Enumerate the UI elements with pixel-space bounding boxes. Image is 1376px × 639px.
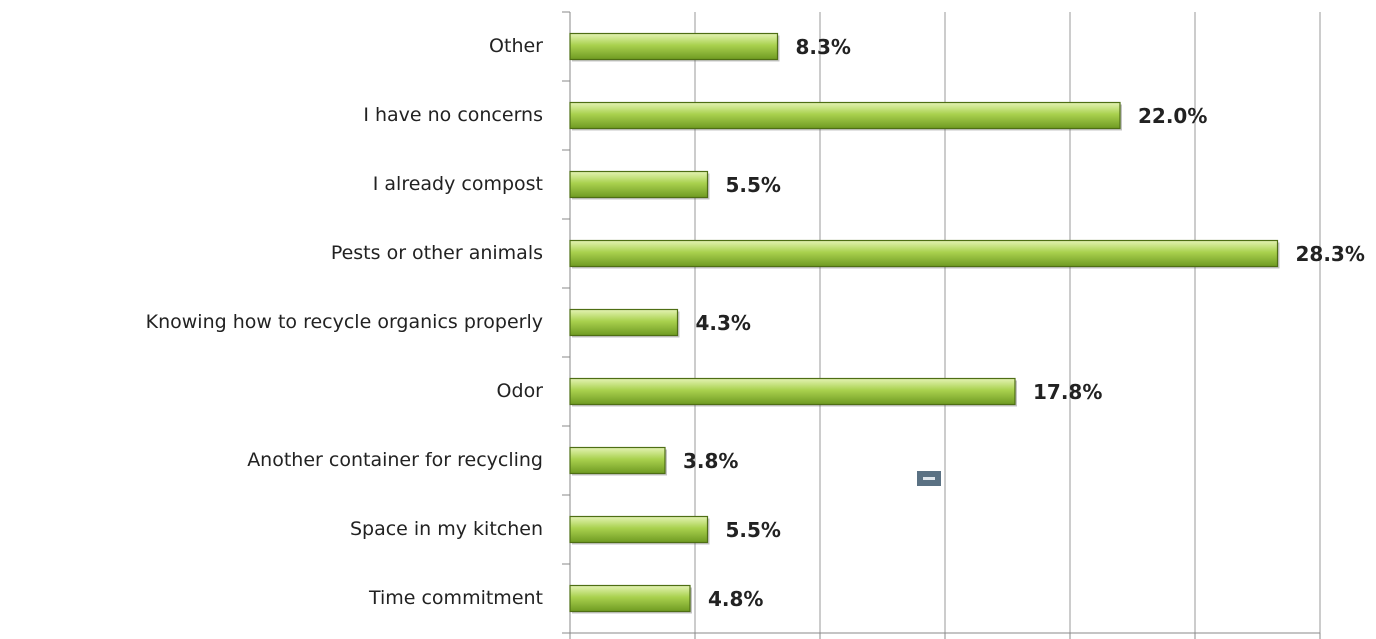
y-tick-label: Other xyxy=(489,35,543,57)
value-label: 3.8% xyxy=(683,449,738,473)
bar xyxy=(569,101,1121,130)
y-tick-label: I have no concerns xyxy=(363,104,543,126)
bar xyxy=(569,308,679,337)
value-label: 17.8% xyxy=(1033,380,1102,404)
bar xyxy=(569,515,709,544)
bar xyxy=(569,170,709,199)
value-label: 5.5% xyxy=(726,173,781,197)
value-label: 4.3% xyxy=(696,311,751,335)
value-label: 28.3% xyxy=(1296,242,1365,266)
y-tick-label: Time commitment xyxy=(368,587,543,609)
y-tick-label: I already compost xyxy=(373,173,543,195)
bar xyxy=(569,584,691,613)
bar xyxy=(569,377,1016,406)
bar xyxy=(569,32,779,61)
bar xyxy=(569,446,666,475)
y-tick-label: Another container for recycling xyxy=(247,449,543,471)
value-label: 22.0% xyxy=(1138,104,1207,128)
icon-minus xyxy=(923,477,935,480)
y-tick-label: Space in my kitchen xyxy=(350,518,543,540)
y-tick-label: Knowing how to recycle organics properly xyxy=(146,311,543,333)
value-label: 8.3% xyxy=(796,35,851,59)
value-label: 4.8% xyxy=(708,587,763,611)
value-label: 5.5% xyxy=(726,518,781,542)
y-tick-label: Pests or other animals xyxy=(331,242,543,264)
bar xyxy=(569,239,1279,268)
y-tick-label: Odor xyxy=(497,380,544,402)
